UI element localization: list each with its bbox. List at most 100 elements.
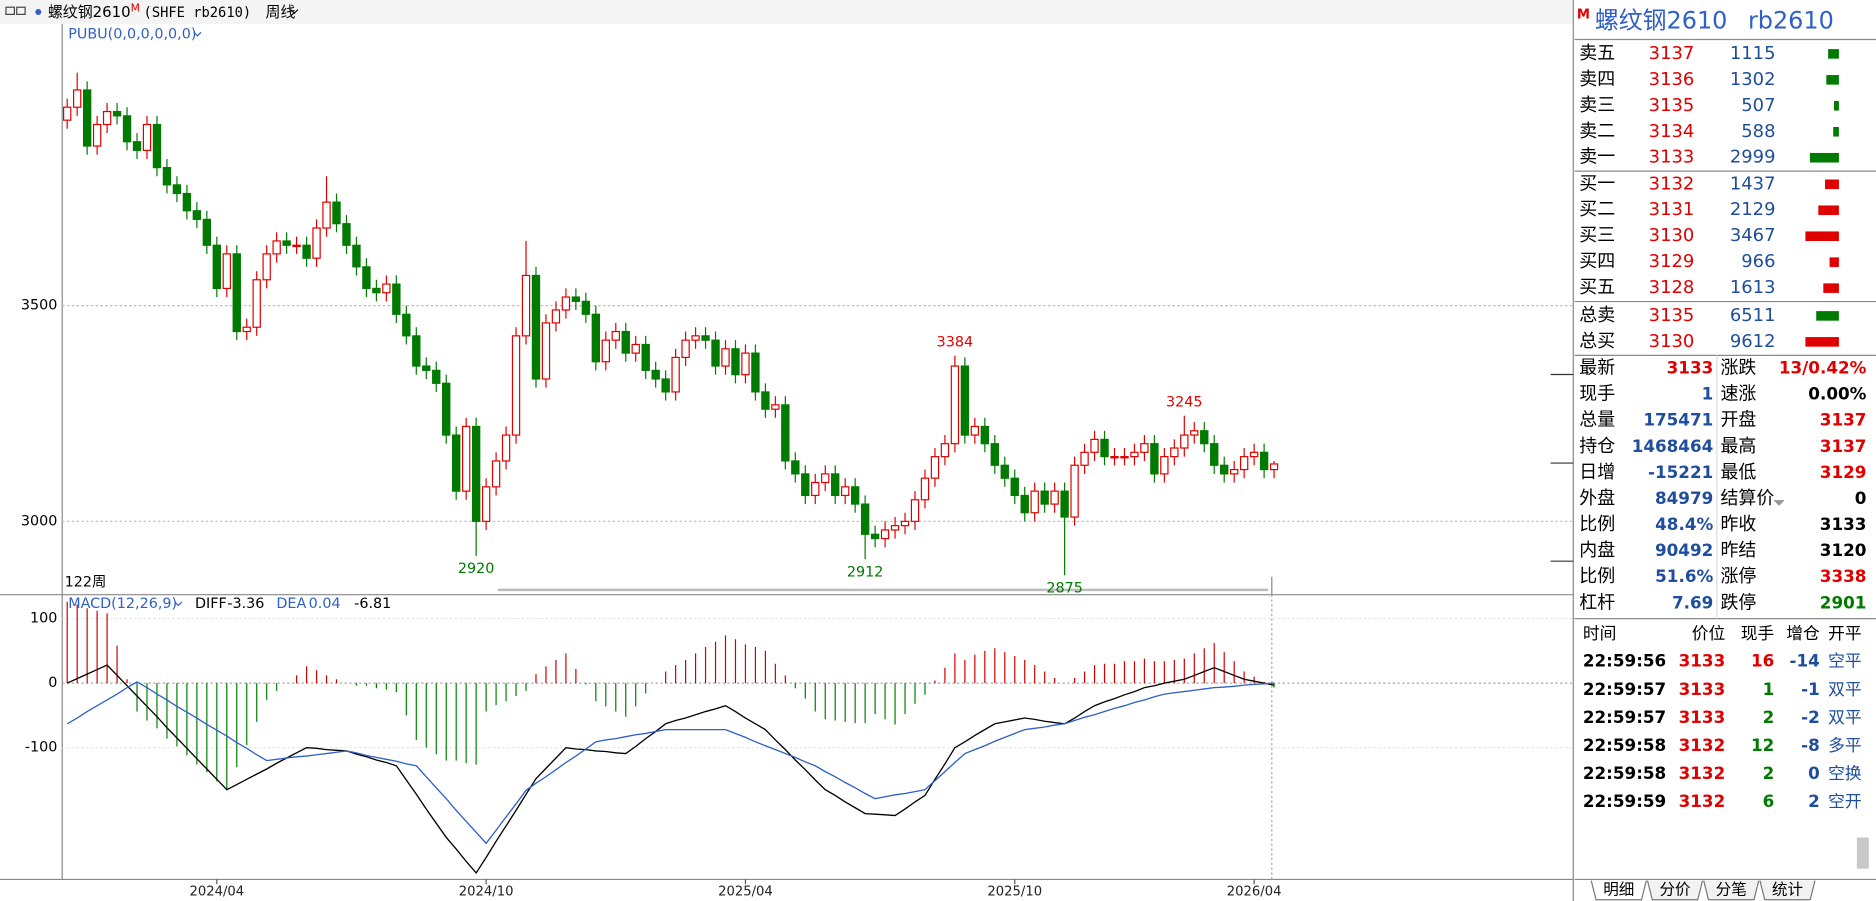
candle-body	[402, 313, 411, 337]
candle-body	[611, 330, 620, 341]
candle-body	[1080, 451, 1089, 466]
stat-label: 开盘	[1720, 410, 1756, 431]
trade-price: 3132	[1679, 735, 1726, 755]
candle-body	[272, 240, 281, 255]
extreme-label: 2912	[847, 564, 884, 580]
candle-body	[1030, 490, 1039, 514]
trade-change: 2	[1808, 791, 1820, 811]
candle-body	[461, 425, 471, 492]
book-price: 3135	[1649, 95, 1695, 116]
candle-body	[252, 279, 261, 328]
macd-chevron[interactable]	[174, 601, 183, 607]
book-bar	[1823, 283, 1839, 293]
candle-body	[1190, 430, 1199, 436]
book-bar	[1825, 179, 1839, 190]
candle-body	[651, 369, 660, 380]
stat-value: 84979	[1655, 488, 1713, 508]
macd-line	[66, 681, 1275, 845]
book-price: 3133	[1649, 147, 1695, 168]
bar-count: 122周	[65, 575, 107, 591]
trade-header: 价位	[1692, 623, 1726, 643]
book-label: 买四	[1579, 251, 1615, 272]
candle-body	[362, 266, 371, 289]
tab[interactable]	[1646, 880, 1704, 901]
stat-label: 内盘	[1579, 540, 1615, 561]
candle-body	[1070, 464, 1079, 518]
tab[interactable]	[1703, 880, 1760, 901]
stat-value: 51.6%	[1655, 566, 1713, 586]
book-label: 卖二	[1579, 121, 1615, 142]
stat-value: 13/0.42%	[1779, 358, 1867, 378]
stat-value: 3338	[1820, 566, 1867, 586]
candle-body	[142, 123, 152, 151]
trade-time: 22:59:57	[1583, 679, 1666, 699]
book-label: 卖三	[1579, 95, 1615, 116]
period-selector[interactable]: 周线	[266, 3, 296, 21]
scrollbar[interactable]	[1856, 837, 1869, 869]
candle-body	[661, 378, 670, 393]
candle-body	[312, 227, 321, 259]
trade-type: 空开	[1828, 791, 1862, 811]
candle-body	[1000, 464, 1009, 479]
tab-label: 分笔	[1716, 881, 1747, 899]
trade-volume: 12	[1751, 735, 1774, 755]
quote-marker: M	[1577, 7, 1590, 22]
candle-body	[222, 253, 231, 289]
settle-arrow[interactable]	[1773, 499, 1785, 506]
candle-body	[621, 330, 630, 354]
candle-body	[831, 473, 840, 497]
candle-body	[392, 283, 401, 315]
book-volume: 9612	[1730, 331, 1776, 352]
candle-body	[282, 240, 291, 246]
period-chevron[interactable]	[290, 9, 299, 15]
extreme-label: 2920	[458, 561, 495, 577]
candle-body	[352, 244, 361, 268]
candle-body	[152, 123, 162, 169]
tab[interactable]	[1590, 880, 1647, 901]
stat-label: 涨跌	[1720, 358, 1756, 379]
trade-header: 时间	[1583, 623, 1617, 643]
candle-body	[701, 335, 710, 341]
candle-body	[1229, 468, 1239, 475]
candle-body	[1170, 447, 1179, 458]
book-price: 3130	[1649, 225, 1695, 246]
indicator-chevron[interactable]	[193, 31, 202, 37]
book-bar	[1829, 257, 1839, 267]
stat-value: -15221	[1648, 462, 1713, 482]
book-label: 买三	[1579, 225, 1615, 246]
trade-change: 0	[1808, 763, 1820, 783]
trade-time: 22:59:56	[1583, 651, 1666, 671]
candle-body	[1130, 451, 1139, 458]
candle-body	[671, 356, 680, 393]
candle-body	[751, 352, 760, 393]
candle-body	[1269, 463, 1279, 471]
candle-body	[1249, 451, 1259, 458]
stat-label: 总量	[1579, 410, 1615, 431]
stat-value: 0.00%	[1808, 384, 1866, 404]
candle-body	[332, 201, 341, 225]
candle-body	[292, 244, 301, 248]
legend-value: -3.36	[227, 596, 264, 612]
stat-label: 昨结	[1720, 540, 1756, 561]
macd-title: MACD(12,26,9)	[68, 596, 177, 612]
candle-body	[192, 210, 202, 220]
stat-value: 7.69	[1672, 592, 1713, 612]
stat-label: 外盘	[1579, 488, 1615, 509]
candle-body	[1060, 490, 1069, 518]
y-tick-label: 3500	[21, 298, 58, 314]
book-price: 3136	[1649, 69, 1695, 90]
candle-body	[501, 434, 511, 462]
candle-body	[880, 529, 890, 540]
candle-body	[641, 343, 650, 371]
candle-body	[791, 460, 800, 475]
stat-value: 3137	[1820, 410, 1867, 430]
indicator-label: PUBU(0,0,0,0,0,0)	[68, 27, 196, 43]
candle-body	[990, 443, 999, 466]
book-volume: 3467	[1730, 225, 1776, 246]
candle-body	[262, 253, 271, 281]
candle-body	[1160, 456, 1169, 475]
candle-body	[412, 335, 421, 367]
book-bar	[1805, 231, 1839, 242]
candle-body	[1200, 430, 1209, 445]
tab[interactable]	[1759, 880, 1816, 901]
